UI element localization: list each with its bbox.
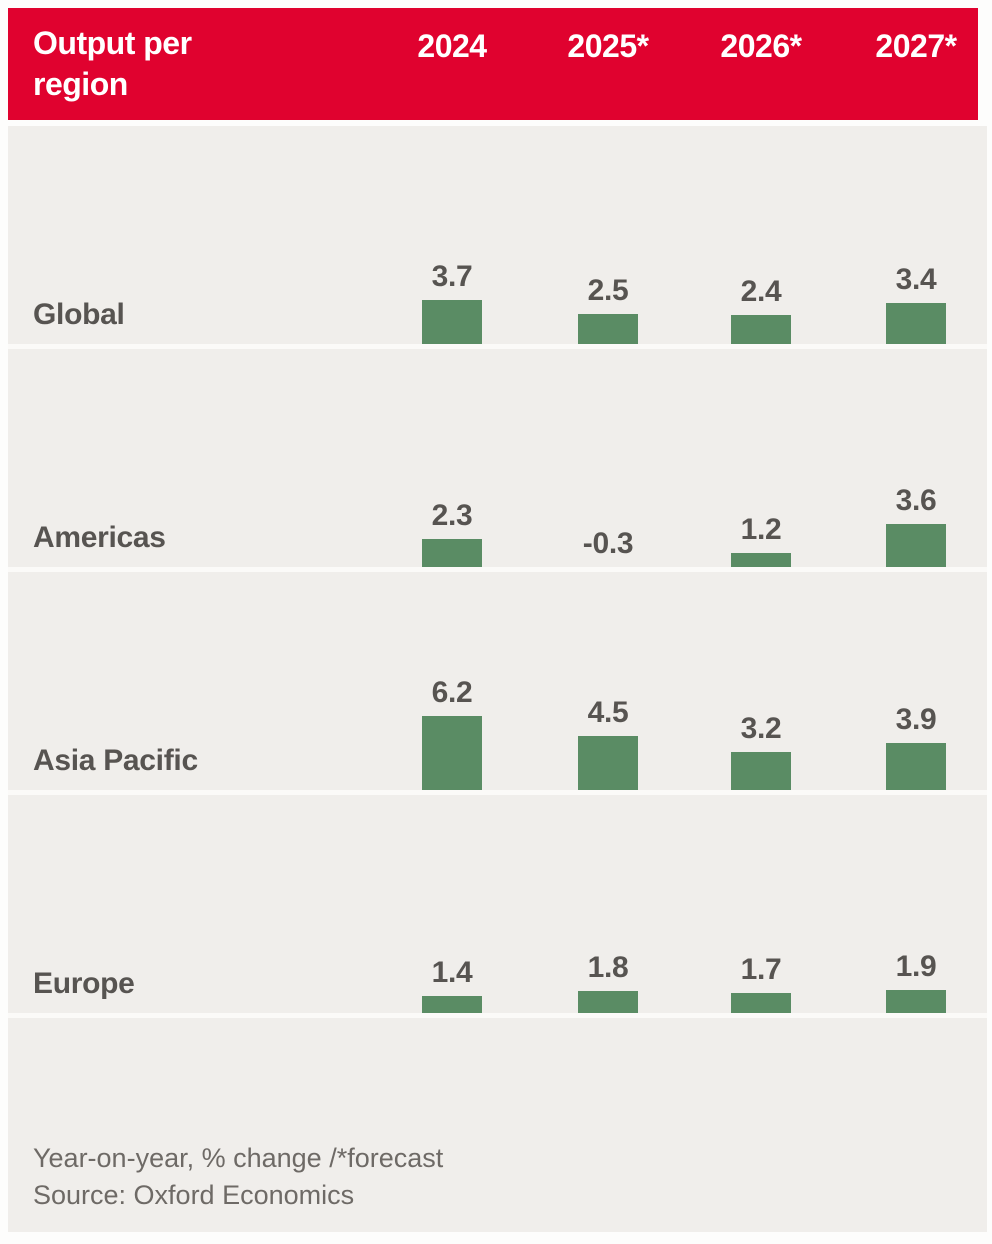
- value-label: 3.6: [895, 484, 937, 517]
- bar: [731, 993, 791, 1013]
- value-label: 1.9: [895, 950, 937, 983]
- bar: [886, 743, 946, 790]
- bar: [731, 553, 791, 567]
- footer-text: Year-on-year, % change /*forecast Source…: [33, 1140, 443, 1214]
- bar: [422, 996, 482, 1013]
- bar: [422, 716, 482, 790]
- bar: [886, 990, 946, 1013]
- bar: [886, 303, 946, 344]
- bar: [422, 539, 482, 567]
- value-label: 3.4: [895, 263, 937, 296]
- region-row: Americas 2.3 -0.3 1.2 3.6: [8, 349, 987, 577]
- bar: [422, 300, 482, 344]
- source-credit: Source: Oxford Economics: [33, 1180, 355, 1210]
- value-label: 2.5: [587, 274, 629, 307]
- value-label: 1.2: [740, 513, 782, 546]
- bar: [578, 314, 638, 344]
- bar: [578, 991, 638, 1013]
- value-label: 3.2: [740, 712, 782, 745]
- year-header: 2025*: [567, 28, 649, 64]
- chart-title: Output per region: [33, 25, 192, 102]
- value-label: 1.8: [587, 951, 629, 984]
- region-label: Asia Pacific: [33, 744, 198, 777]
- value-label: 1.7: [740, 953, 782, 986]
- year-header: 2024: [417, 28, 487, 64]
- value-label: 4.5: [587, 696, 629, 729]
- region-label: Global: [33, 298, 125, 331]
- year-header: 2027*: [875, 28, 957, 64]
- value-label: 1.4: [431, 956, 473, 989]
- chart-footer: Year-on-year, % change /*forecast Source…: [8, 1018, 987, 1232]
- value-label: 2.3: [431, 499, 473, 532]
- region-row: Europe 1.4 1.8 1.7 1.9: [8, 795, 987, 1018]
- value-label: -0.3: [582, 527, 634, 560]
- region-row: Global 3.7 2.5 2.4 3.4: [8, 126, 987, 349]
- region-label: Americas: [33, 521, 166, 554]
- bar: [731, 752, 791, 790]
- year-header: 2026*: [720, 28, 802, 64]
- region-row: Asia Pacific 6.2 4.5 3.2 3.9: [8, 572, 987, 795]
- value-label: 6.2: [431, 676, 473, 709]
- chart-header: Output per region 2024 2025* 2026* 2027*: [8, 8, 978, 120]
- region-label: Europe: [33, 967, 135, 1000]
- value-label: 2.4: [740, 275, 782, 308]
- bar: [886, 524, 946, 567]
- footnote: Year-on-year, % change /*forecast: [33, 1143, 444, 1173]
- bar: [731, 315, 791, 344]
- value-label: 3.7: [431, 260, 473, 293]
- bar: [578, 736, 638, 790]
- value-label: 3.9: [895, 703, 937, 736]
